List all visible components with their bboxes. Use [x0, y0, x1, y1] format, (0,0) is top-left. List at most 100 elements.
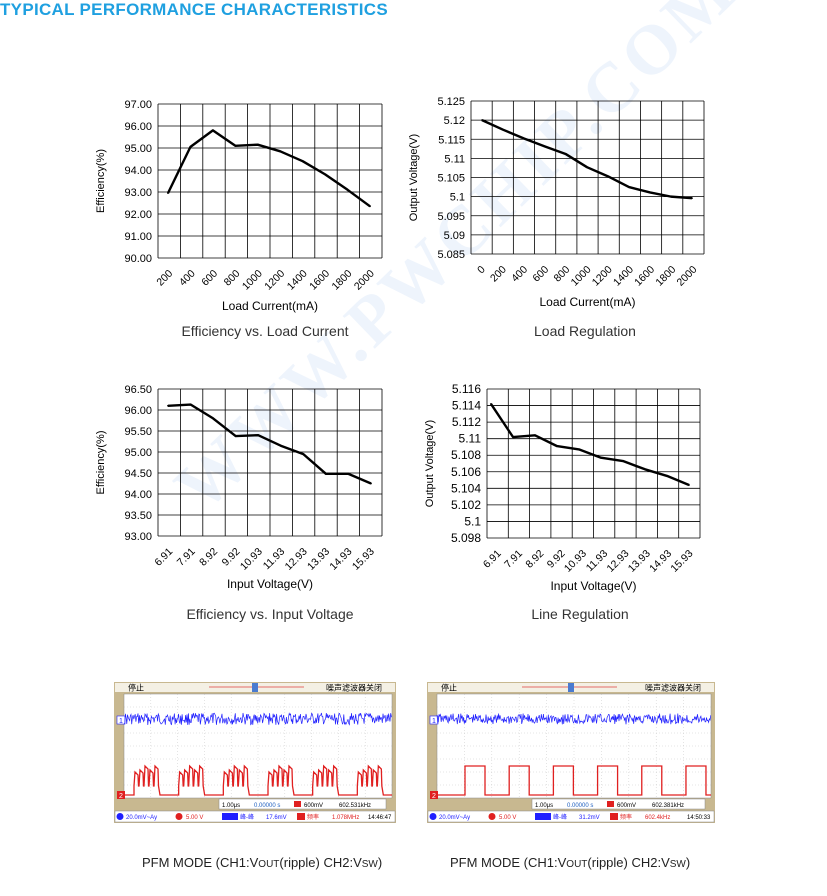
y-tick-label: 5.095 — [437, 211, 465, 223]
caption-line-reg: Line Regulation — [531, 606, 629, 622]
caption-load-reg: Load Regulation — [534, 323, 636, 339]
y-tick-label: 5.085 — [437, 249, 465, 261]
y-tick-label: 5.108 — [451, 448, 481, 462]
data-point — [257, 434, 260, 437]
data-point — [534, 434, 536, 437]
scope1-caption: PFM MODE (CH1:VOUT(ripple) CH2:VSW) — [142, 855, 382, 870]
data-point — [301, 160, 304, 163]
data-point — [628, 186, 630, 188]
meas1-badge — [222, 813, 238, 820]
data-point — [256, 143, 259, 146]
ch2-marker-box — [430, 791, 438, 799]
data-point — [211, 129, 214, 132]
trig-ch-badge — [607, 801, 614, 807]
data-point — [644, 468, 646, 471]
scope-meas1-value: 31.2mV — [579, 815, 600, 821]
data-point — [578, 448, 580, 451]
y-tick-label: 5.102 — [451, 498, 481, 512]
scope-meas1-label: 峰-峰 — [240, 813, 254, 821]
scope-meas2-label: 频率 — [307, 813, 319, 821]
y-axis-title: Efficiency(%) — [95, 431, 107, 495]
y-axis-title: Output Voltage(V) — [424, 420, 436, 507]
scope-clock: 14:46:47 — [368, 815, 392, 821]
data-point — [565, 153, 567, 156]
scope2-caption-c: (ripple) CH2:V — [587, 855, 670, 870]
ch1-marker-box — [429, 715, 439, 725]
scope-trig-level: 600mV — [617, 803, 636, 809]
scope-info-row-2 — [427, 810, 715, 823]
data-point — [670, 195, 672, 198]
data-point — [324, 173, 327, 176]
y-tick-label: 5.104 — [451, 481, 481, 495]
caption-eff-vin: Efficiency vs. Input Voltage — [186, 606, 354, 622]
data-point — [622, 460, 624, 462]
data-point — [512, 436, 514, 438]
y-tick-label: 5.116 — [452, 382, 481, 396]
data-point — [691, 197, 693, 200]
x-axis-title: Load Current(mA) — [539, 295, 635, 309]
data-point — [649, 191, 651, 194]
scope-meas1-label: 峰-峰 — [553, 813, 567, 821]
scope1-caption-d: SW — [361, 859, 378, 870]
ch2-marker-box — [117, 791, 125, 799]
page-heading: TYPICAL PERFORMANCE CHARACTERISTICS — [0, 0, 388, 19]
y-tick-label: 94.00 — [124, 165, 152, 177]
y-tick-label: 94.50 — [124, 468, 152, 480]
meas1-badge — [535, 813, 551, 820]
y-tick-label: 95.50 — [124, 426, 152, 438]
data-point — [324, 472, 327, 475]
y-tick-label: 93.00 — [124, 187, 152, 199]
y-tick-label: 5.098 — [451, 531, 481, 545]
ch1-trace — [436, 713, 712, 725]
scope1-caption-e: ) — [377, 855, 383, 870]
scope-trig-pos: 0.00000 s — [254, 803, 280, 809]
charts-canvas: 97.00 96.00 95.00 94.00 93.00 92.00 91.00 90.00… — [95, 96, 705, 593]
scope1-caption-a: PFM MODE (CH1:V — [142, 855, 259, 870]
series-line — [490, 403, 690, 487]
y-tick-label: 93.50 — [124, 510, 152, 522]
y-tick-label: 95.00 — [124, 447, 152, 459]
y-tick-label: 5.125 — [437, 96, 465, 108]
ch2-trace — [124, 764, 392, 796]
trigger-marker — [568, 683, 574, 692]
y-tick-label: 5.1 — [464, 514, 481, 528]
y-tick-label: 93.00 — [124, 531, 152, 543]
data-point — [502, 128, 504, 131]
scope-ch1-scale: 20.0mV~Ay — [126, 815, 157, 821]
scope-time-div: 1.00μs — [535, 803, 553, 809]
data-point — [189, 403, 192, 406]
ch1-badge — [429, 813, 437, 820]
data-point — [370, 482, 372, 485]
scope-ch1-scale: 20.0mV~Ay — [439, 815, 470, 821]
scope-clock: 14:50:33 — [687, 815, 711, 821]
data-point — [600, 456, 602, 459]
data-point — [346, 188, 349, 191]
y-tick-label: 91.00 — [124, 231, 152, 243]
scope-time-div: 1.00μs — [222, 803, 240, 809]
data-point — [347, 472, 350, 475]
y-tick-label: 95.00 — [124, 143, 152, 155]
y-tick-label: 96.00 — [124, 405, 152, 417]
scope-info-row-1 — [531, 798, 706, 810]
y-axis-title: Efficiency(%) — [95, 149, 107, 213]
ch2-trace — [437, 765, 711, 796]
y-tick-label: 5.105 — [437, 173, 465, 185]
x-axis-title: Input Voltage(V) — [227, 577, 313, 591]
ch1-trace — [123, 712, 392, 726]
y-tick-label: 5.09 — [444, 230, 465, 242]
scope-info-row-2 — [114, 810, 396, 823]
y-tick-label: 5.115 — [438, 134, 465, 146]
data-point — [544, 145, 546, 148]
scope-meas2-value: 1.078MHz — [332, 815, 359, 821]
scope-meas2-value: 602.4kHz — [645, 815, 670, 821]
data-point — [212, 417, 215, 420]
trigger-marker — [252, 683, 258, 692]
ch1-badge — [116, 813, 124, 820]
series-line — [166, 129, 371, 208]
scope-scope2: 停止 噪声滤波器关闭 1 2 1.00μs 0.00000 s 600mV 602.381kH… — [427, 682, 715, 823]
ch2-marker: 2 — [119, 793, 123, 800]
y-tick-label: 5.12 — [444, 115, 465, 127]
scope-filter: 噪声滤波器关闭 — [645, 683, 701, 693]
scope-ch2-scale: 5.00 V — [186, 815, 203, 821]
